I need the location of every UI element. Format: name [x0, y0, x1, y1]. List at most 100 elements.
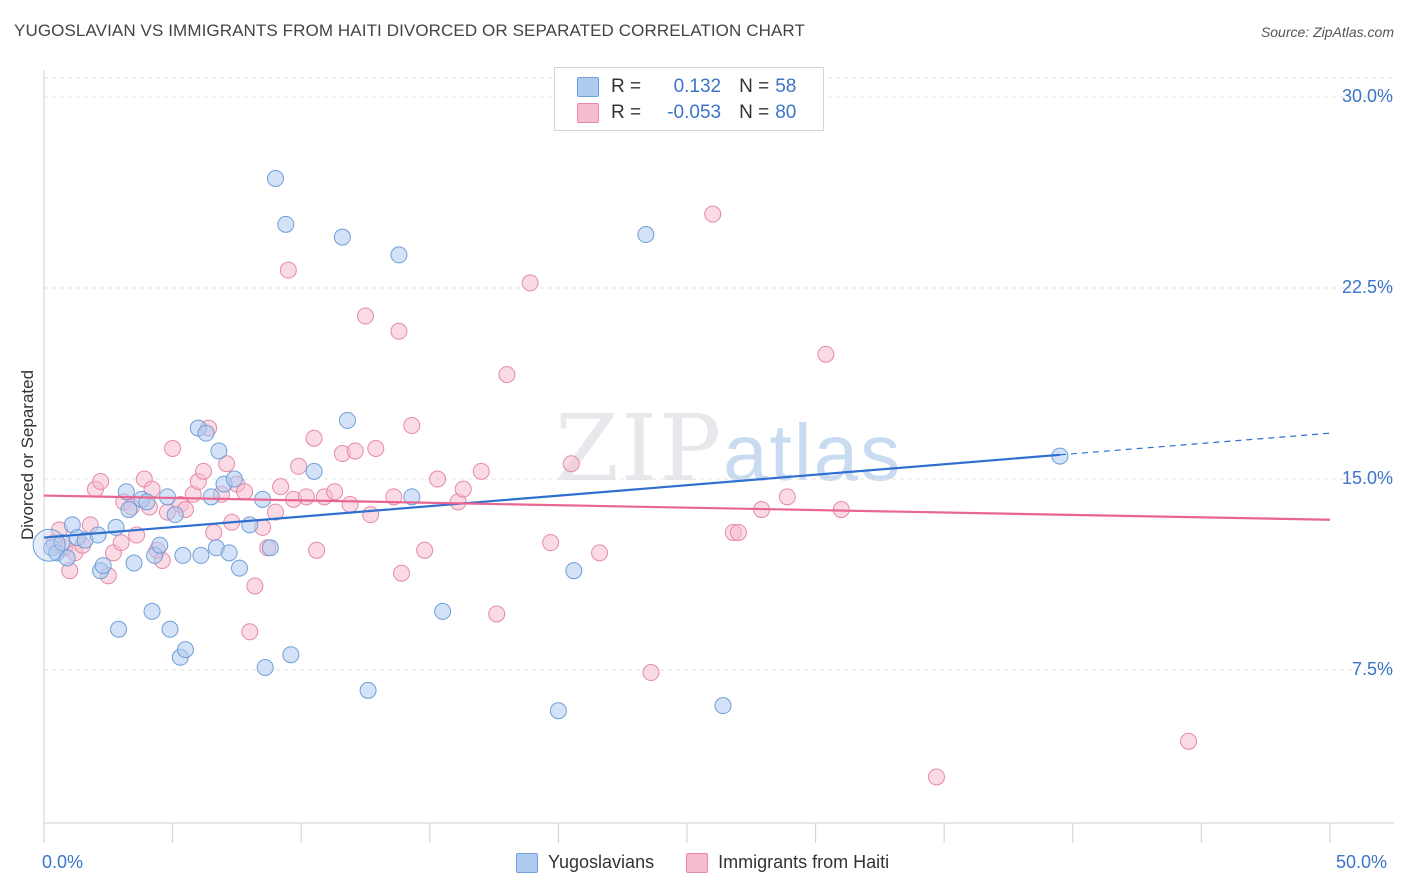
point-haiti [704, 205, 722, 223]
point-haiti [729, 523, 747, 541]
legend-n-label: N = [739, 76, 770, 97]
point-yugoslavian [637, 226, 655, 244]
point-haiti [341, 495, 359, 513]
series-legend-label: Immigrants from Haiti [718, 852, 890, 872]
point-haiti [272, 478, 290, 496]
y-tick-label: 7.5% [1351, 659, 1393, 679]
legend-n-label: N = [739, 102, 770, 123]
point-haiti [246, 577, 264, 595]
point-yugoslavian [241, 516, 259, 534]
x-tick-label-min: 0.0% [42, 852, 84, 872]
point-yugoslavian [143, 602, 161, 620]
legend-r-label: R = [611, 102, 642, 123]
point-yugoslavian [282, 646, 300, 664]
point-haiti [290, 457, 308, 475]
point-haiti [112, 534, 130, 552]
point-yugoslavian [225, 470, 243, 488]
point-yugoslavian [166, 506, 184, 524]
point-yugoslavian [256, 658, 274, 676]
point-haiti [241, 623, 259, 641]
point-haiti [390, 322, 408, 340]
point-haiti [521, 274, 539, 292]
point-yugoslavian [277, 215, 295, 233]
point-haiti [393, 564, 411, 582]
legend-r-value: 0.132 [673, 76, 722, 97]
point-haiti [472, 462, 490, 480]
point-haiti [403, 417, 421, 435]
legend-n-value: 80 [775, 102, 797, 123]
series-swatch-blue [516, 852, 538, 873]
point-yugoslavian [117, 483, 135, 501]
point-yugoslavian [549, 702, 567, 720]
point-yugoslavian [220, 544, 238, 562]
y-tick-label: 22.5% [1341, 277, 1393, 297]
point-haiti [297, 488, 315, 506]
point-yugoslavian [714, 697, 732, 715]
point-yugoslavian [333, 228, 351, 246]
chart-title: YUGOSLAVIAN VS IMMIGRANTS FROM HAITI DIV… [14, 21, 805, 40]
legend-row-haiti: R = -0.053 N = 80 [577, 101, 796, 125]
point-haiti [542, 534, 560, 552]
legend-n-value: 58 [775, 76, 797, 97]
point-yugoslavian [161, 620, 179, 638]
point-yugoslavian [305, 462, 323, 480]
point-yugoslavian [110, 620, 128, 638]
point-yugoslavian [230, 559, 248, 577]
point-yugoslavian [210, 442, 228, 460]
point-haiti [346, 442, 364, 460]
point-yugoslavian [202, 488, 220, 506]
point-yugoslavian [120, 501, 138, 519]
point-haiti [778, 488, 796, 506]
series-legend-item-haiti[interactable]: Immigrants from Haiti [686, 852, 889, 873]
point-yugoslavian [390, 246, 408, 264]
point-yugoslavian [266, 169, 284, 187]
trend-line-yugoslavians-extension [1059, 432, 1331, 456]
watermark-atlas: atlas [723, 408, 903, 497]
point-haiti [429, 470, 447, 488]
point-haiti [266, 503, 284, 521]
stats-legend: R = 0.132 N = 58 R = -0.053 N = 80 [554, 67, 824, 131]
point-yugoslavian [89, 526, 107, 544]
point-haiti [164, 439, 182, 457]
y-axis-label: Divorced or Separated [18, 369, 37, 541]
axis-layer [43, 70, 1394, 843]
points-layer [32, 169, 1198, 786]
point-haiti [385, 488, 403, 506]
point-haiti [1180, 732, 1198, 750]
point-haiti [362, 506, 380, 524]
point-haiti [562, 455, 580, 473]
point-yugoslavian [338, 411, 356, 429]
y-tick-label: 15.0% [1341, 468, 1393, 488]
legend-r-label: R = [611, 76, 642, 97]
point-haiti [927, 768, 945, 786]
point-haiti [194, 462, 212, 480]
y-tick-label: 30.0% [1341, 86, 1393, 106]
point-haiti [308, 541, 326, 559]
series-legend-item-yugoslavians[interactable]: Yugoslavians [516, 852, 654, 873]
point-yugoslavian [192, 546, 210, 564]
point-yugoslavian [176, 641, 194, 659]
point-yugoslavian [403, 488, 421, 506]
point-haiti [591, 544, 609, 562]
point-haiti [642, 664, 660, 682]
point-haiti [416, 541, 434, 559]
point-yugoslavian [197, 424, 215, 442]
point-haiti [488, 605, 506, 623]
point-haiti [357, 307, 374, 325]
point-haiti [817, 345, 835, 363]
trend-line-yugoslavians [43, 453, 1061, 539]
point-yugoslavian [261, 539, 279, 557]
point-haiti [218, 455, 236, 473]
series-legend: Yugoslavians Immigrants from Haiti [516, 852, 921, 873]
legend-swatch-pink [577, 103, 599, 123]
point-haiti [236, 483, 254, 501]
point-yugoslavian [174, 546, 192, 564]
point-haiti [454, 480, 472, 498]
point-yugoslavian [53, 534, 71, 552]
legend-row-yugoslavians: R = 0.132 N = 58 [577, 75, 796, 99]
source-credit: Source: ZipAtlas.com [1260, 24, 1394, 40]
point-yugoslavian [434, 602, 452, 620]
grid-layer [44, 77, 1394, 671]
point-haiti [279, 261, 297, 279]
